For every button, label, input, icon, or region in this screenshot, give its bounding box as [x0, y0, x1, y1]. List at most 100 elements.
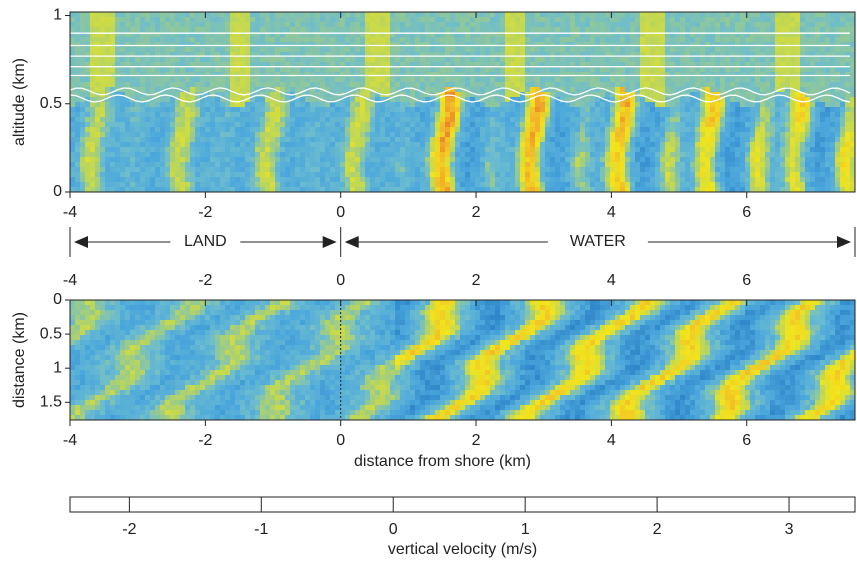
- heatmap-cell: [625, 107, 630, 112]
- heatmap-cell: [670, 182, 675, 187]
- heatmap-cell: [560, 162, 565, 167]
- heatmap-cell: [495, 142, 500, 147]
- heatmap-cell: [590, 107, 595, 112]
- heatmap-cell: [490, 102, 495, 107]
- heatmap-cell: [260, 42, 265, 47]
- heatmap-cell: [635, 17, 640, 22]
- heatmap-cell: [485, 187, 490, 192]
- heatmap-cell: [180, 182, 185, 187]
- heatmap-cell: [205, 107, 210, 112]
- heatmap-cell: [405, 147, 410, 152]
- heatmap-cell: [565, 182, 570, 187]
- heatmap-cell: [710, 67, 715, 72]
- heatmap-cell: [635, 57, 640, 62]
- heatmap-cell: [735, 137, 740, 142]
- heatmap-cell: [115, 57, 120, 62]
- heatmap-cell: [665, 172, 670, 177]
- heatmap-cell: [590, 147, 595, 152]
- heatmap-cell: [710, 167, 715, 172]
- heatmap-cell: [480, 37, 485, 42]
- heatmap-cell: [645, 127, 650, 132]
- heatmap-cell: [195, 87, 200, 92]
- heatmap-cell: [100, 157, 105, 162]
- heatmap-cell: [230, 167, 235, 172]
- heatmap-cell: [615, 152, 620, 157]
- heatmap-cell: [125, 167, 130, 172]
- heatmap-cell: [250, 37, 255, 42]
- heatmap-cell: [605, 177, 610, 182]
- heatmap-cell: [570, 37, 575, 42]
- heatmap-cell: [330, 172, 335, 177]
- heatmap-cell: [105, 42, 110, 47]
- heatmap-cell: [645, 22, 650, 27]
- heatmap-cell: [250, 77, 255, 82]
- heatmap-cell: [80, 102, 85, 107]
- heatmap-cell: [90, 152, 95, 157]
- heatmap-cell: [500, 57, 505, 62]
- heatmap-cell: [75, 12, 80, 17]
- heatmap-cell: [605, 77, 610, 82]
- heatmap-cell: [110, 162, 115, 167]
- heatmap-cell: [440, 177, 445, 182]
- heatmap-cell: [720, 57, 725, 62]
- heatmap-cell: [420, 22, 425, 27]
- heatmap-cell: [725, 172, 730, 177]
- heatmap-cell: [725, 72, 730, 77]
- heatmap-cell: [555, 167, 560, 172]
- heatmap-cell: [725, 137, 730, 142]
- heatmap-cell: [125, 182, 130, 187]
- heatmap-cell: [170, 122, 175, 127]
- heatmap-cell: [645, 57, 650, 62]
- heatmap-cell: [720, 102, 725, 107]
- heatmap-cell: [215, 157, 220, 162]
- heatmap-cell: [670, 12, 675, 17]
- heatmap-cell: [700, 177, 705, 182]
- heatmap-cell: [490, 72, 495, 77]
- heatmap-cell: [210, 107, 215, 112]
- heatmap-cell: [580, 147, 585, 152]
- heatmap-cell: [165, 177, 170, 182]
- heatmap-cell: [625, 167, 630, 172]
- heatmap-cell: [95, 157, 100, 162]
- heatmap-cell: [355, 47, 360, 52]
- heatmap-cell: [245, 142, 250, 147]
- heatmap-cell: [445, 162, 450, 167]
- heatmap-cell: [630, 137, 635, 142]
- heatmap-cell: [220, 82, 225, 87]
- heatmap-cell: [140, 167, 145, 172]
- heatmap-cell: [240, 172, 245, 177]
- heatmap-cell: [385, 187, 390, 192]
- heatmap-cell: [75, 117, 80, 122]
- heatmap-cell: [590, 122, 595, 127]
- heatmap-cell: [450, 182, 455, 187]
- heatmap-cell: [210, 47, 215, 52]
- heatmap-cell: [495, 177, 500, 182]
- heatmap-cell: [710, 107, 715, 112]
- heatmap-cell: [475, 117, 480, 122]
- heatmap-cell: [590, 172, 595, 177]
- heatmap-cell: [180, 27, 185, 32]
- heatmap-cell: [445, 167, 450, 172]
- heatmap-cell: [555, 37, 560, 42]
- heatmap-cell: [710, 12, 715, 17]
- heatmap-cell: [465, 67, 470, 72]
- heatmap-cell: [720, 12, 725, 17]
- heatmap-cell: [355, 132, 360, 137]
- heatmap-cell: [140, 127, 145, 132]
- heatmap-cell: [635, 157, 640, 162]
- heatmap-cell: [410, 72, 415, 77]
- heatmap-cell: [540, 97, 545, 102]
- heatmap-cell: [580, 152, 585, 157]
- heatmap-cell: [95, 27, 100, 32]
- heatmap-cell: [110, 167, 115, 172]
- heatmap-cell: [335, 112, 340, 117]
- heatmap-cell: [395, 162, 400, 167]
- heatmap-cell: [330, 167, 335, 172]
- heatmap-cell: [525, 147, 530, 152]
- heatmap-cell: [490, 187, 495, 192]
- heatmap-cell: [385, 177, 390, 182]
- heatmap-cell: [130, 187, 135, 192]
- heatmap-cell: [335, 42, 340, 47]
- heatmap-cell: [445, 127, 450, 132]
- heatmap-cell: [570, 67, 575, 72]
